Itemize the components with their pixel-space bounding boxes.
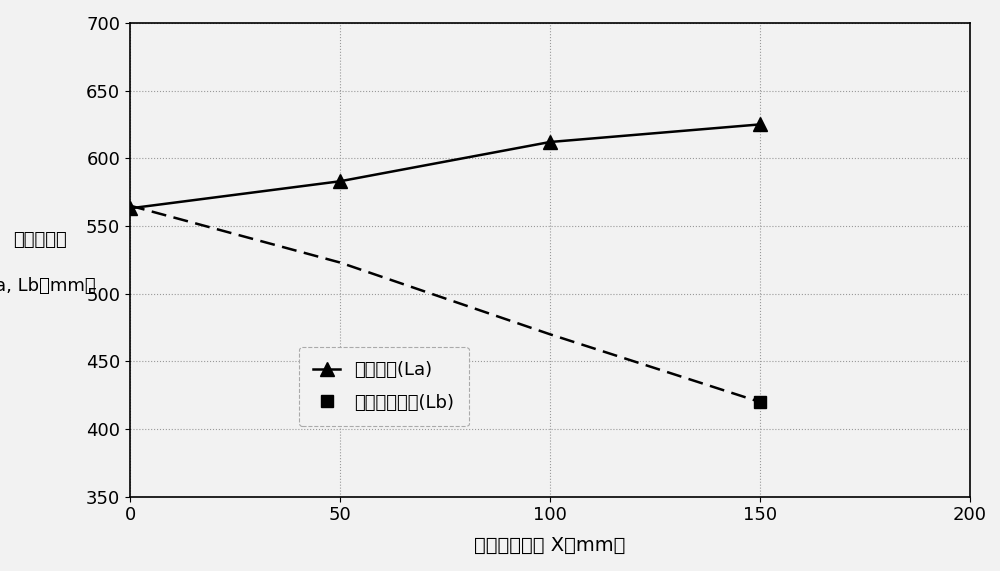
Text: 距離測定値: 距離測定値 — [13, 231, 67, 249]
X-axis label: 粉末状剤厚度 X（mm）: 粉末状剤厚度 X（mm） — [474, 536, 626, 554]
Legend: 容器底面(La), 粉末状剤表面(Lb): 容器底面(La), 粉末状剤表面(Lb) — [299, 347, 469, 426]
容器底面(La) — [334, 178, 346, 184]
Text: La, Lb（mm）: La, Lb（mm） — [0, 276, 95, 295]
容器底面(La) — [124, 205, 136, 212]
容器底面(La) — [544, 139, 556, 146]
容器底面(La) — [754, 121, 766, 128]
Line: 容器底面(La): 容器底面(La) — [123, 118, 767, 215]
